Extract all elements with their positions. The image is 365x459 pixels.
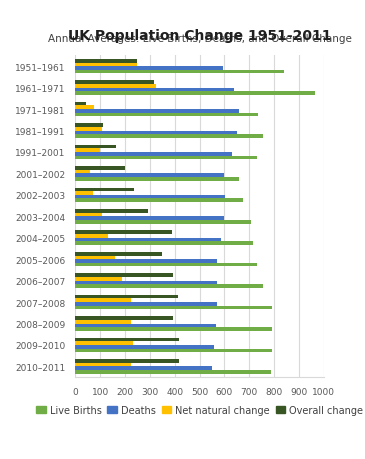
Bar	[75, 238, 221, 242]
Bar	[75, 281, 217, 285]
Bar	[75, 199, 243, 203]
Bar	[75, 135, 264, 139]
Bar	[75, 306, 272, 310]
Legend: Live Births, Deaths, Net natural change, Overall change: Live Births, Deaths, Net natural change,…	[32, 401, 365, 419]
Bar	[75, 235, 108, 238]
Bar	[75, 85, 156, 89]
Bar	[75, 363, 131, 367]
Bar	[75, 113, 258, 117]
Bar	[75, 110, 239, 113]
Bar	[75, 92, 315, 96]
Bar	[75, 149, 100, 153]
Bar	[75, 67, 223, 71]
Bar	[75, 345, 214, 349]
Bar	[75, 359, 180, 363]
Bar	[75, 220, 251, 224]
Bar	[75, 299, 131, 302]
Bar	[75, 192, 93, 196]
Bar	[75, 81, 154, 85]
Bar	[75, 106, 95, 110]
Bar	[75, 71, 284, 74]
Bar	[75, 124, 103, 128]
Bar	[75, 252, 162, 256]
Bar	[75, 324, 216, 327]
Bar	[75, 260, 218, 263]
Bar	[75, 217, 224, 220]
Bar	[75, 274, 173, 277]
Bar	[75, 178, 239, 181]
Bar	[75, 317, 173, 320]
Bar	[75, 174, 224, 178]
Bar	[75, 277, 122, 281]
Bar	[75, 210, 147, 213]
Bar	[75, 242, 253, 246]
Bar	[75, 295, 178, 299]
Bar	[75, 89, 234, 92]
Bar	[75, 128, 101, 131]
Bar	[75, 370, 271, 374]
Bar	[75, 170, 90, 174]
Bar	[75, 327, 272, 331]
Bar	[75, 302, 217, 306]
Title: UK Population Change 1951-2011: UK Population Change 1951-2011	[68, 29, 331, 43]
Bar	[75, 63, 137, 67]
Bar	[75, 156, 257, 160]
Bar	[75, 131, 237, 135]
Bar	[75, 146, 116, 149]
Bar	[75, 231, 172, 235]
Bar	[75, 367, 212, 370]
Bar	[75, 285, 264, 288]
Bar	[75, 102, 86, 106]
Bar	[75, 60, 137, 63]
Bar	[75, 341, 133, 345]
Bar	[75, 263, 257, 267]
Bar	[75, 153, 232, 156]
Bar	[75, 256, 115, 260]
Bar	[75, 338, 179, 341]
Bar	[75, 188, 134, 192]
Bar	[75, 349, 272, 353]
Bar	[75, 196, 225, 199]
Bar	[75, 213, 102, 217]
Text: Annual Averages: Live Births, Deaths, and Overall Change: Annual Averages: Live Births, Deaths, an…	[47, 34, 351, 44]
Bar	[75, 320, 131, 324]
Bar	[75, 167, 125, 170]
